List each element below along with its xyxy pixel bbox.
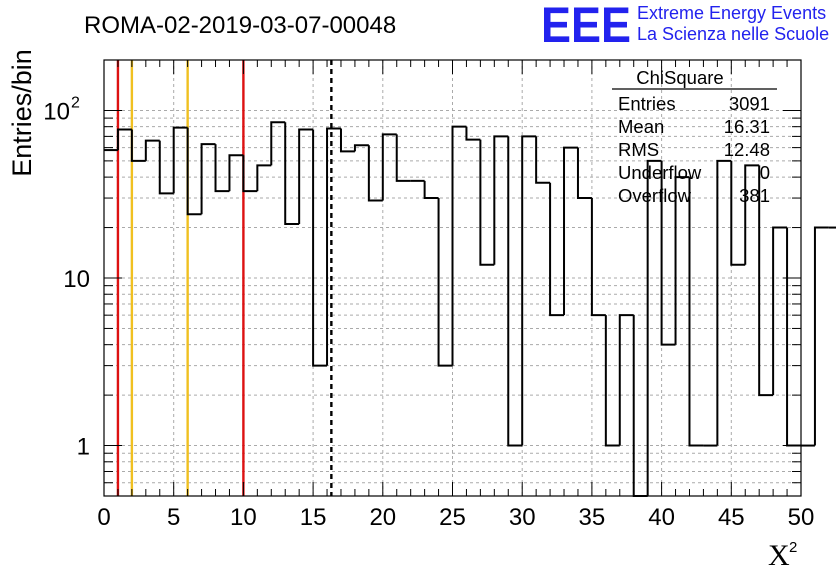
histogram-bin [674,176,690,345]
x-axis-label-exponent: 2 [789,539,797,556]
stats-label-entries: Entries [618,93,676,114]
stats-value-mean: 16.31 [724,116,770,137]
stats-value-rms: 12.48 [724,139,770,160]
histogram-bin [772,226,788,396]
x-tick-label: 40 [648,504,675,531]
histogram-bin [716,159,732,446]
histogram-bin [186,127,202,216]
x-tick-label: 50 [788,504,815,531]
histogram-bin [242,155,258,193]
x-tick-label: 35 [579,504,606,531]
histogram-bin [688,177,704,447]
histogram-bin [465,126,481,141]
stats-label-mean: Mean [618,116,664,137]
histogram-bin [367,145,383,202]
histogram-bin [172,126,188,194]
histogram-bin [576,147,592,200]
histogram-bin [395,134,411,182]
histogram-bin [144,139,160,161]
x-axis-label: X 2 [768,539,797,572]
stats-label-underflow: Underflow [618,162,702,183]
histogram-bin [437,198,453,367]
histogram-bin [521,135,537,446]
histogram-bin [381,133,397,201]
histogram-bin [646,159,662,496]
x-tick-label: 0 [97,504,110,531]
histogram-bin [813,226,829,446]
x-tick-label: 25 [439,504,466,531]
histogram-bin [618,314,634,446]
y-tick-label: 1 [77,434,90,461]
histogram-bin [660,160,676,346]
y-axis-label: Entries/bin [7,49,37,177]
y-tick-label-exponent: 2 [71,94,80,111]
histogram-bin [312,129,328,367]
x-axis-label-base: X [768,539,790,572]
histogram-bin [563,146,578,316]
histogram-bin [200,143,216,215]
histogram-bin [507,136,523,447]
histogram-bin [214,144,230,193]
histogram-bin [158,140,174,195]
histogram-bin [590,198,606,317]
histogram-bin [353,144,369,152]
histogram-bin [270,121,286,166]
y-tick-label: 10 [63,266,90,293]
stats-value-entries: 3091 [729,93,770,114]
x-tick-label: 10 [230,504,257,531]
eee-logo-line1: Extreme Energy Events [637,3,826,23]
histogram-bin [479,139,495,266]
histogram-bin [786,227,801,447]
histogram-bin [423,180,439,200]
histogram-bin [744,164,760,265]
histogram-bin [116,128,132,151]
x-tick-label: 20 [369,504,396,531]
histogram-bin [493,135,509,265]
histogram-bin [758,165,774,397]
histogram-bin [130,129,146,162]
histogram-bin [256,164,272,192]
histogram-bin [535,136,551,184]
histogram-bin [228,154,244,192]
eee-logo-line2: La Scienza nelle Scuole [637,24,829,44]
x-tick-label: 45 [718,504,745,531]
y-tick-label: 10 [43,98,70,125]
stats-box: ChiSquare Entries 3091 Mean 16.31 RMS 12… [612,67,777,206]
stats-value-underflow: 0 [760,162,770,183]
histogram-bin [549,182,565,317]
x-tick-label: 15 [300,504,327,531]
histogram-bin [730,160,746,266]
axis-ticks [103,60,802,496]
x-tick-label: 30 [509,504,536,531]
stats-label-rms: RMS [618,139,659,160]
chart-title: ROMA-02-2019-03-07-00048 [84,12,396,39]
stats-box-title: ChiSquare [636,67,723,88]
x-tick-label: 5 [167,504,180,531]
histogram-bin [451,125,467,366]
histogram-bars [104,121,836,497]
stats-label-overflow: Overflow [618,185,692,206]
stats-value-overflow: 381 [739,185,770,206]
eee-logo-mark: EEE [541,0,631,53]
histogram-bin [604,315,620,447]
histogram-bin [339,128,355,153]
x-tick-labels: 0 5 10 15 20 25 30 35 40 45 50 [97,504,814,531]
histogram-bin [326,127,341,366]
histogram-bin [632,315,648,497]
histogram-bin [284,122,300,226]
histogram-bin [298,128,314,225]
eee-logo: EEE Extreme Energy Events La Scienza nel… [541,0,829,53]
